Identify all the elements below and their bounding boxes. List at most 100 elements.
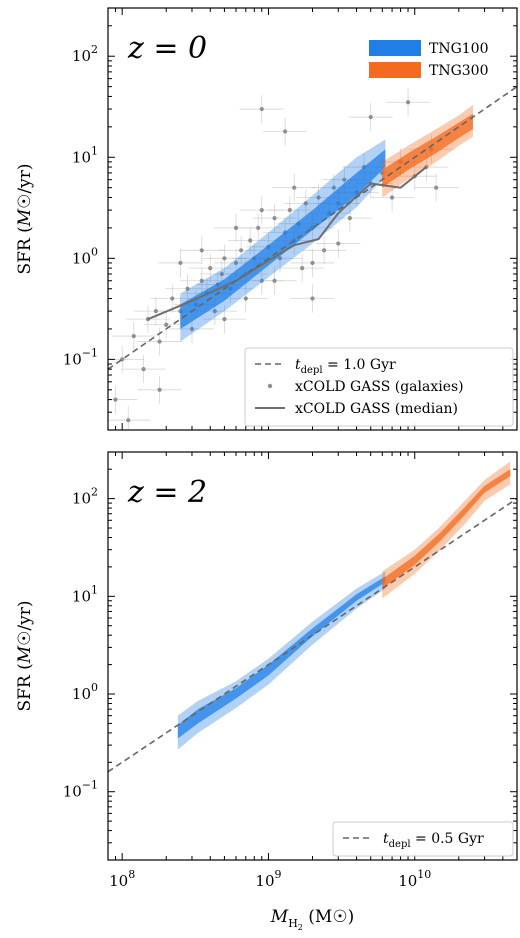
tick-base: 10 xyxy=(255,872,274,890)
ylabel-text: SFR ( xyxy=(15,663,35,711)
ticks xyxy=(107,451,518,861)
tdepl-value: = 1.0 Gyr xyxy=(323,357,396,373)
xlabel-symbol: M xyxy=(270,907,289,927)
ylabel-symbol: M xyxy=(15,645,35,664)
data-point xyxy=(199,248,204,253)
y-tick-label: 10−1 xyxy=(63,779,98,801)
x-tick-label: 109 xyxy=(255,868,281,890)
data-point xyxy=(157,339,162,344)
data-point xyxy=(347,216,352,221)
tick-base: 10 xyxy=(72,490,91,508)
legend-label-median: xCOLD GASS (median) xyxy=(295,401,458,417)
tick-exponent: 0 xyxy=(91,245,98,258)
tick-exponent: 2 xyxy=(91,43,98,56)
panel-label: z = 2 xyxy=(127,475,207,510)
data-point xyxy=(238,248,244,253)
plot-area xyxy=(108,85,517,430)
ylabel-text: SFR ( xyxy=(15,226,35,274)
tick-base: 10 xyxy=(72,148,91,166)
x-tick-label: 1010 xyxy=(398,868,431,890)
legend-label-depletion: tdepl = 1.0 Gyr xyxy=(295,357,396,376)
data-point xyxy=(321,248,327,253)
data-point xyxy=(153,309,158,314)
data-point xyxy=(131,333,136,339)
data-point xyxy=(164,322,169,327)
y-tick-label: 102 xyxy=(72,486,98,508)
data-point xyxy=(259,106,264,112)
data-point xyxy=(259,208,264,213)
tick-exponent: 9 xyxy=(275,868,282,881)
tick-exponent: 8 xyxy=(128,868,135,881)
tdepl-value: = 0.5 Gyr xyxy=(411,831,484,847)
legend-label-galaxies: xCOLD GASS (galaxies) xyxy=(295,379,464,395)
data-point xyxy=(368,114,373,120)
y-tick-label: 102 xyxy=(72,43,98,65)
data-point xyxy=(212,309,217,314)
band-tng100-inner xyxy=(177,576,386,739)
tick-exponent: 2 xyxy=(91,486,98,499)
y-tick-label: 10−1 xyxy=(63,346,98,368)
data-point xyxy=(331,185,336,190)
band-tng100-inner xyxy=(180,149,386,329)
tick-base: 10 xyxy=(109,872,128,890)
band-tng300-inner xyxy=(382,469,511,589)
data-point xyxy=(316,195,321,200)
tdepl-symbol: t xyxy=(295,357,301,373)
tick-base: 10 xyxy=(72,47,91,65)
data-point xyxy=(389,195,395,200)
data-point xyxy=(199,278,204,283)
data-point xyxy=(434,185,439,190)
data-point xyxy=(310,260,315,266)
legend-swatch xyxy=(369,40,421,56)
legend-box xyxy=(332,821,514,857)
ylabel-unit: ☉/yr) xyxy=(15,163,35,208)
legend-point-symbol xyxy=(267,383,273,389)
data-point xyxy=(287,208,292,213)
data-point xyxy=(219,271,224,277)
depletion-line xyxy=(108,85,517,370)
tdepl-sub: depl xyxy=(301,365,323,376)
data-point xyxy=(141,367,146,372)
data-point xyxy=(222,256,227,261)
xlabel-unit: (M☉) xyxy=(303,907,354,927)
tick-exponent: 1 xyxy=(91,144,98,157)
band-tng300-inner xyxy=(382,113,473,188)
tick-exponent: −1 xyxy=(82,346,98,359)
tick-exponent: 10 xyxy=(417,868,431,881)
data-point xyxy=(292,185,297,190)
tick-exponent: 0 xyxy=(91,681,98,694)
tick-exponent: −1 xyxy=(82,779,98,792)
data-point xyxy=(178,260,183,266)
legend-box xyxy=(244,347,514,427)
tdepl-symbol: t xyxy=(383,831,389,847)
tick-base: 10 xyxy=(63,350,82,368)
xlabel-sub: H xyxy=(288,917,298,930)
tick-base: 10 xyxy=(72,587,91,605)
data-point xyxy=(405,100,411,105)
ticks xyxy=(107,7,518,431)
tdepl-sub: depl xyxy=(389,839,411,850)
ylabel-symbol: M xyxy=(15,208,35,227)
data-point xyxy=(248,238,253,243)
data-point xyxy=(157,387,162,392)
x-tick-label: 108 xyxy=(109,868,135,890)
tick-base: 10 xyxy=(72,685,91,703)
legend-lines: tdepl = 1.0 Gyr xCOLD GASS (galaxies) xCOL… xyxy=(244,347,514,427)
tick-exponent: 1 xyxy=(91,583,98,596)
data-point xyxy=(113,397,118,402)
data-point xyxy=(272,216,277,221)
legend-swatch xyxy=(369,62,421,78)
y-axis-label: SFR (M☉/yr) xyxy=(15,163,35,274)
data-point xyxy=(310,296,315,301)
ylabel-unit: ☉/yr) xyxy=(15,600,35,645)
tick-base: 10 xyxy=(72,249,91,267)
y-tick-label: 101 xyxy=(72,144,98,166)
data-point xyxy=(342,177,347,182)
legend-label: TNG100 xyxy=(429,41,489,57)
data-point xyxy=(256,225,261,230)
tick-base: 10 xyxy=(63,783,82,801)
y-tick-label: 101 xyxy=(72,583,98,605)
x-axis-label: MH2 (M☉) xyxy=(270,907,354,932)
plot-area xyxy=(108,461,517,773)
data-point xyxy=(233,260,239,266)
